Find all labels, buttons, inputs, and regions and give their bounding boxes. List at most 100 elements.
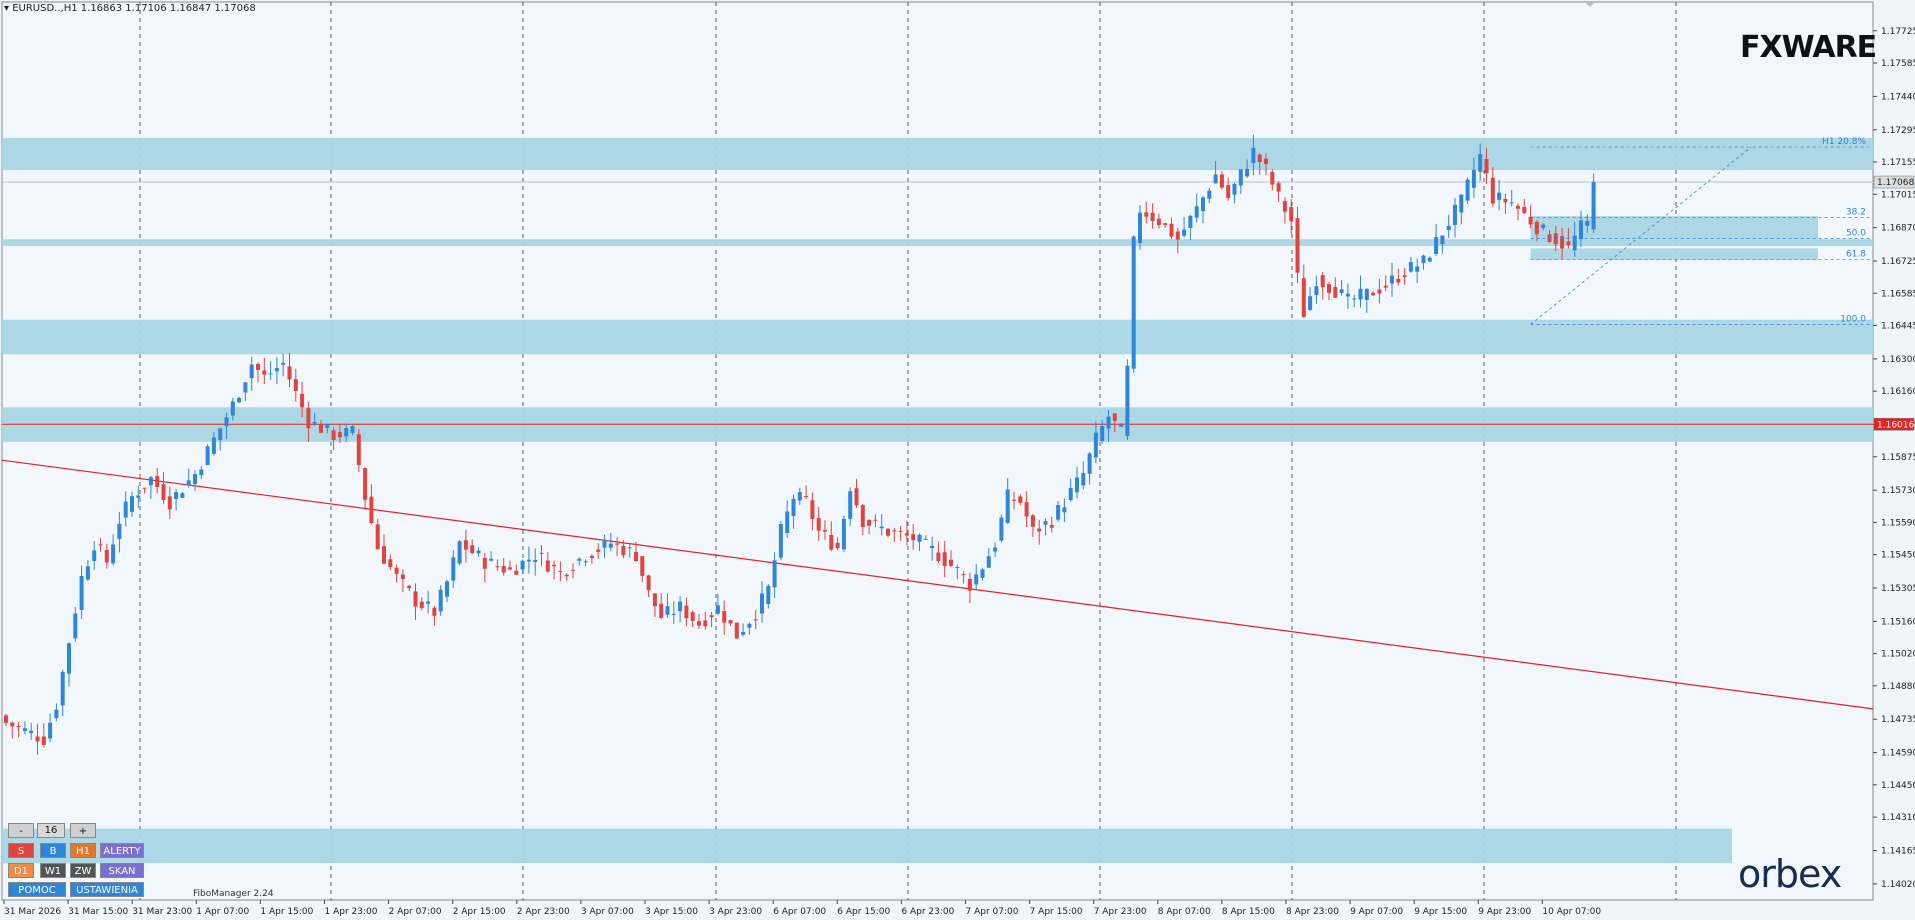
- y-tick-label: 1.15020: [1881, 650, 1915, 660]
- candle-body: [558, 570, 563, 572]
- candle: [501, 558, 506, 576]
- candle: [602, 534, 607, 558]
- candle-body: [860, 505, 865, 527]
- candle-body: [1163, 223, 1168, 225]
- panel-button-ustawienia[interactable]: USTAWIENIA: [70, 882, 144, 897]
- candle: [413, 583, 418, 620]
- candle-body: [778, 524, 783, 558]
- candle: [167, 486, 172, 519]
- candle-body: [734, 622, 739, 639]
- candle: [161, 471, 166, 504]
- candle-body: [753, 619, 758, 621]
- candle-body: [974, 574, 979, 585]
- panel-button-h1[interactable]: H1: [70, 843, 96, 858]
- candle-body: [489, 558, 494, 561]
- candle: [1049, 516, 1054, 533]
- candle: [1327, 281, 1331, 300]
- candle-body: [722, 610, 727, 623]
- candle-body: [375, 524, 380, 550]
- y-tick-label: 1.17295: [1881, 126, 1915, 136]
- candle-body: [709, 615, 714, 618]
- candle-body: [1434, 237, 1439, 254]
- candle: [1534, 219, 1539, 242]
- candle-body: [130, 496, 134, 512]
- candle: [199, 466, 204, 480]
- candle-body: [1509, 202, 1514, 204]
- candle: [671, 601, 676, 625]
- y-tick-label: 1.17440: [1881, 92, 1915, 102]
- x-tick-label: 8 Apr 07:00: [1158, 907, 1211, 917]
- y-tick-label: 1.15730: [1881, 486, 1915, 496]
- candle: [709, 611, 714, 628]
- candle-body: [986, 556, 991, 568]
- candle-body: [1333, 287, 1338, 298]
- candle-body: [1377, 289, 1382, 294]
- panel-button-zw[interactable]: ZW: [70, 863, 96, 878]
- candle: [495, 559, 500, 571]
- candle: [514, 564, 519, 575]
- panel-button-b[interactable]: B: [40, 843, 66, 858]
- candle-body: [363, 468, 368, 500]
- candle-body: [1364, 288, 1369, 300]
- collapse-triangle-icon[interactable]: ▾: [4, 3, 10, 14]
- candle: [961, 571, 966, 584]
- panel-button-s[interactable]: S: [8, 843, 34, 858]
- candle-body: [337, 432, 342, 438]
- x-tick-label: 2 Apr 23:00: [517, 907, 570, 917]
- candle-body: [54, 709, 59, 719]
- candle-body: [1484, 158, 1489, 174]
- candle: [1383, 275, 1388, 292]
- candle-body: [1093, 432, 1098, 458]
- panel-button-skan[interactable]: SKAN: [100, 863, 144, 878]
- panel-button-d1[interactable]: D1: [8, 863, 34, 878]
- fib-zone: [1530, 248, 1818, 260]
- candle: [1308, 287, 1313, 311]
- candle: [1264, 153, 1268, 175]
- candle-body: [1188, 215, 1193, 228]
- stepper-value[interactable]: 16: [37, 823, 65, 838]
- candle-body: [715, 605, 720, 614]
- candle-body: [211, 437, 216, 454]
- panel-button-pomoc[interactable]: POMOC: [8, 882, 66, 897]
- candle-body: [1427, 257, 1432, 262]
- candle: [312, 412, 317, 426]
- candle: [394, 564, 399, 583]
- candle: [256, 362, 260, 383]
- candle: [1440, 235, 1445, 254]
- decrement-button[interactable]: -: [8, 823, 34, 838]
- increment-button[interactable]: +: [70, 823, 96, 838]
- candle: [117, 511, 122, 553]
- candle: [1188, 214, 1193, 241]
- candle: [230, 397, 235, 421]
- candle-body: [369, 496, 374, 524]
- candle: [571, 563, 575, 579]
- y-tick-label: 1.16300: [1881, 355, 1915, 365]
- candle: [904, 520, 909, 546]
- candle: [35, 723, 40, 755]
- candle-body: [1459, 194, 1464, 213]
- candle: [1295, 206, 1300, 284]
- fib-level-label: 50.0: [1846, 228, 1866, 238]
- candle-body: [1408, 262, 1413, 272]
- y-tick-label: 1.17155: [1881, 158, 1915, 168]
- candle: [1289, 199, 1294, 235]
- candle: [1446, 214, 1451, 238]
- candle-body: [92, 550, 97, 561]
- candle: [734, 622, 739, 639]
- candle-body: [1024, 502, 1029, 517]
- price-label: 1.17068: [1877, 178, 1914, 188]
- candle: [262, 357, 267, 385]
- candle-body: [199, 469, 204, 476]
- candle-body: [142, 487, 147, 489]
- candle-body: [577, 558, 582, 561]
- panel-button-w1[interactable]: W1: [40, 863, 66, 878]
- candle-body: [205, 446, 210, 466]
- candle-body: [898, 530, 903, 532]
- candle-body: [879, 526, 884, 529]
- candle: [1125, 359, 1130, 440]
- candle: [287, 352, 292, 388]
- candle: [980, 567, 985, 581]
- candle: [1226, 177, 1231, 201]
- panel-button-alerty[interactable]: ALERTY: [100, 843, 144, 858]
